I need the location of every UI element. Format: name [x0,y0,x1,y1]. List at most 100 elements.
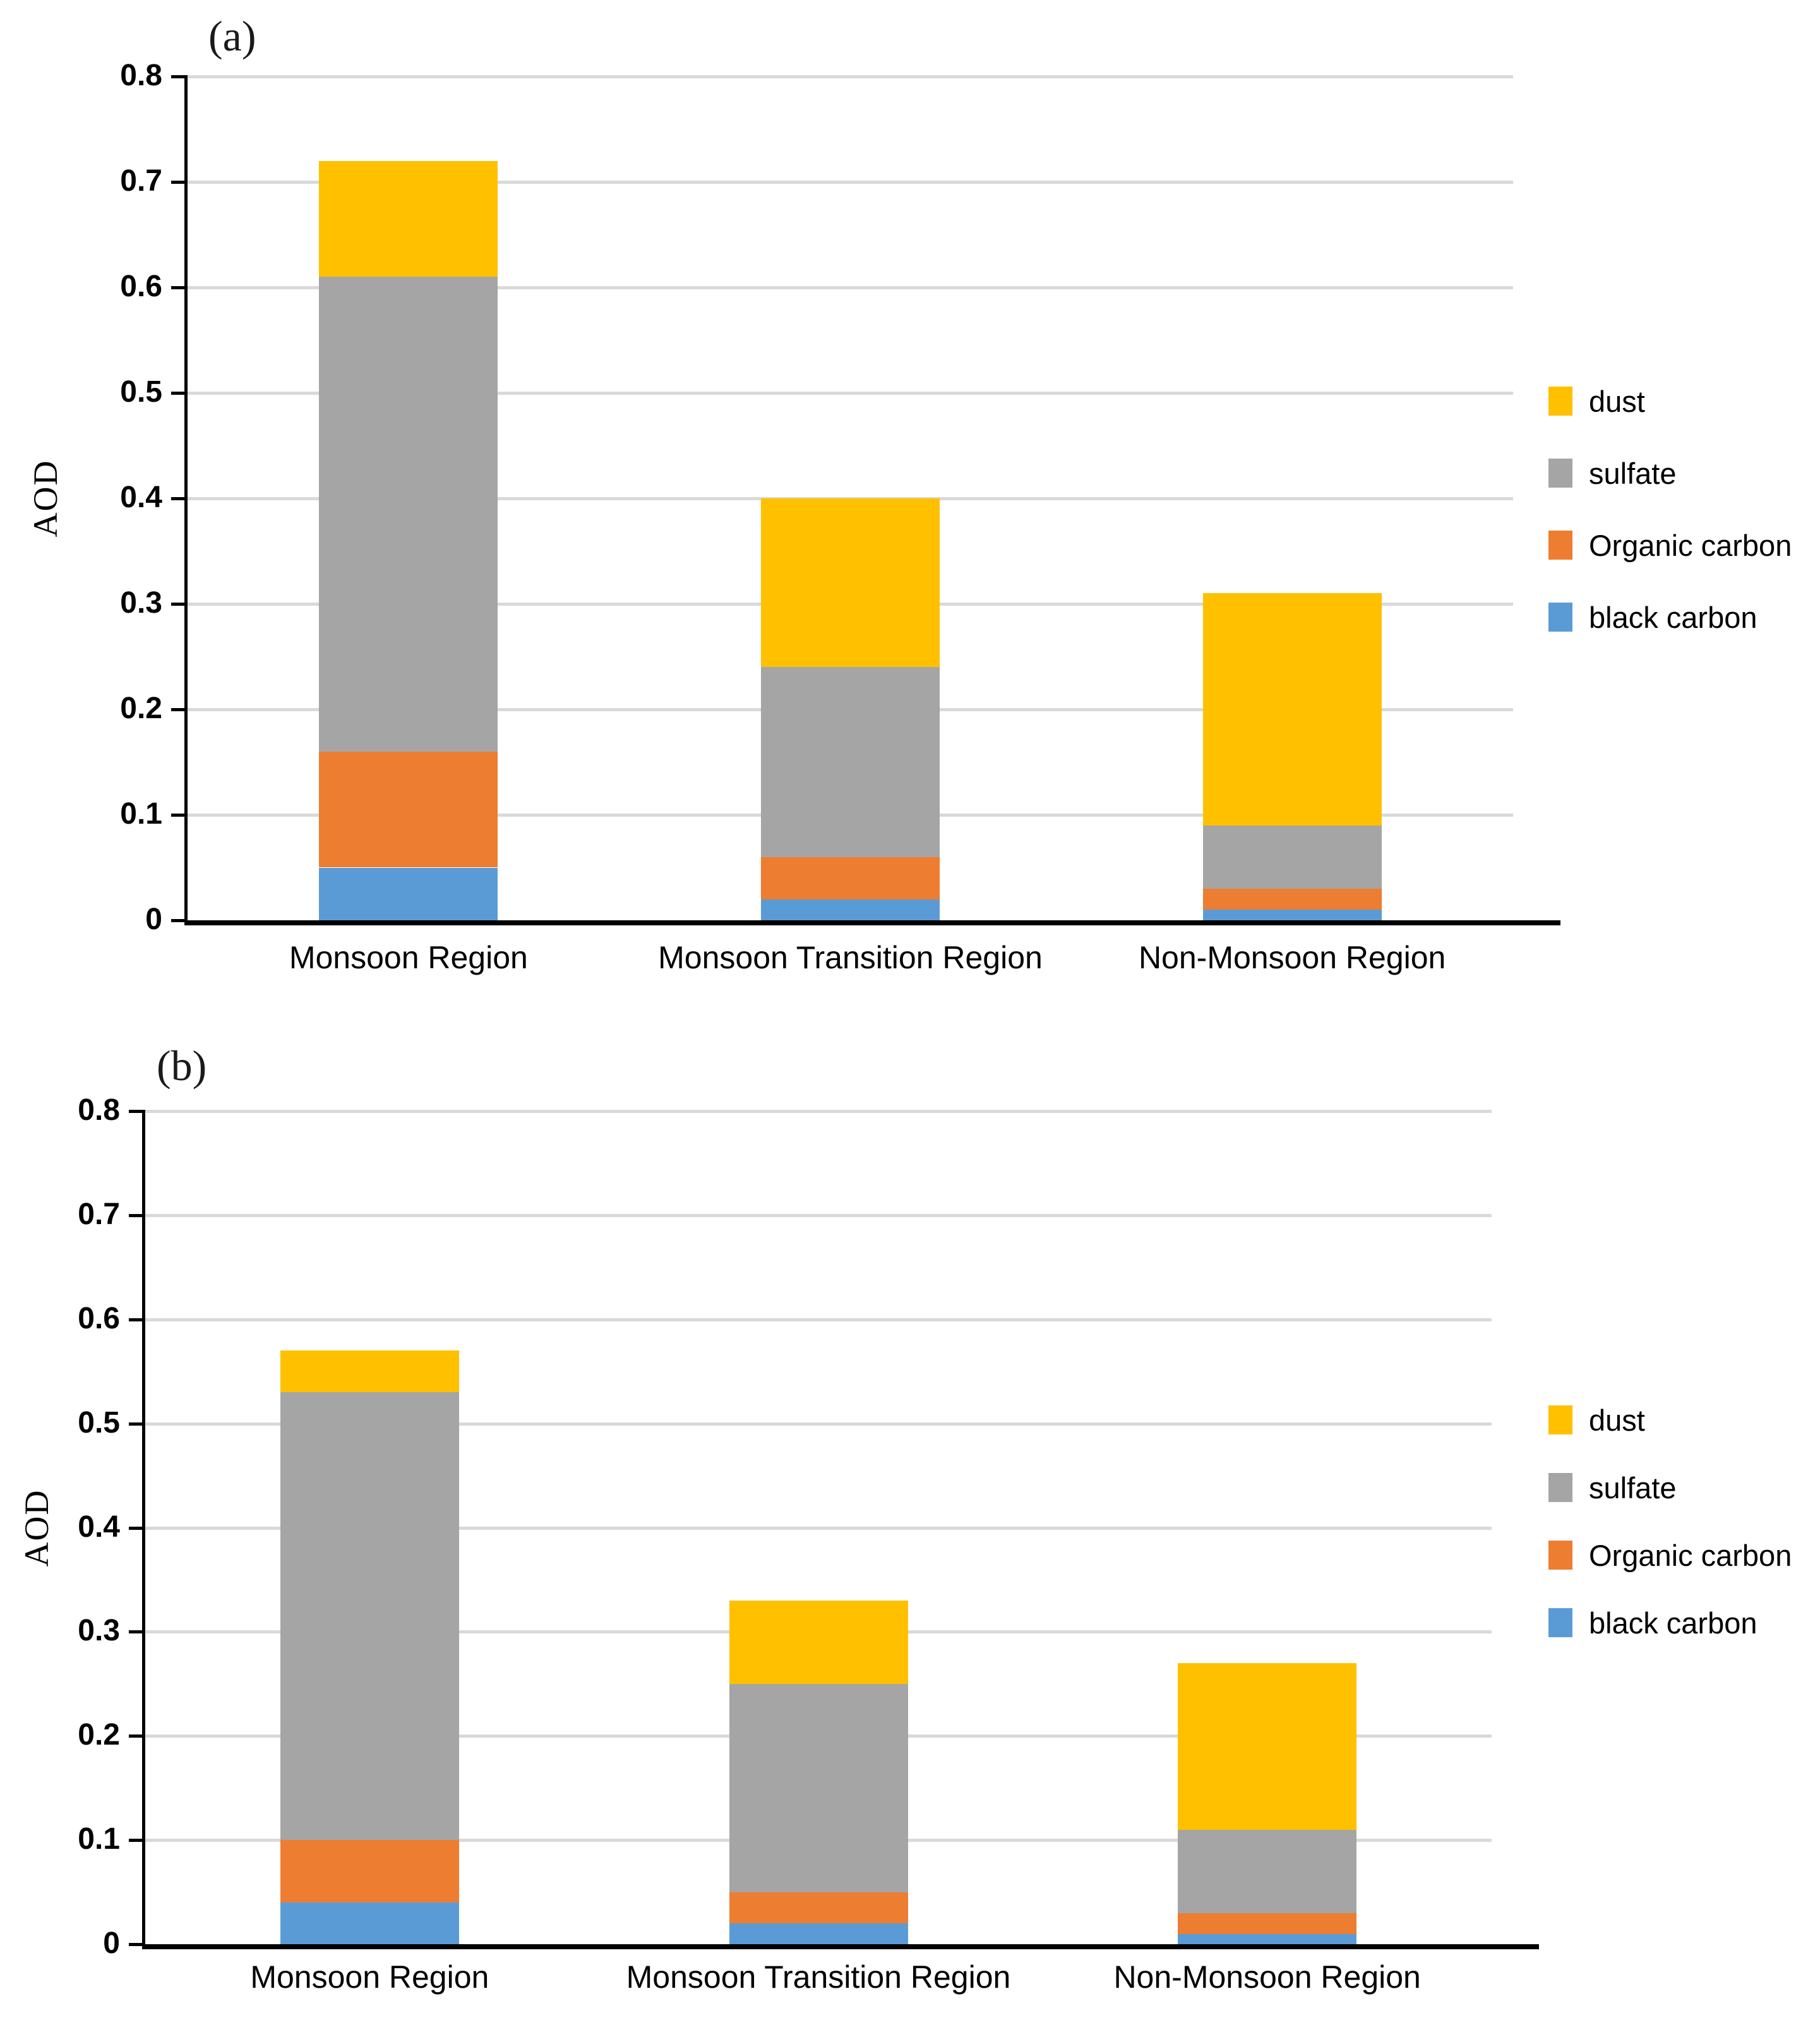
y-axis-tick-label: 0.8 [120,59,162,92]
bar-segment-organic-carbon [1178,1913,1357,1934]
bar-segment-organic-carbon [319,751,498,868]
x-axis-category-label: Non-Monsoon Region [1113,1959,1421,1995]
legend-entry: black carbon [1548,1604,1757,1642]
y-axis-tick-label: 0.6 [78,1301,120,1335]
gridline [188,75,1513,78]
y-axis-tick-label: 0.3 [120,586,162,620]
bar-segment-dust [280,1350,459,1393]
legend-entry: dust [1548,1401,1645,1439]
y-axis-title: AOD [18,1489,56,1566]
legend-label: sulfate [1589,456,1677,490]
x-axis-line [184,920,1560,925]
legend-label: black carbon [1589,600,1757,634]
gridline [188,286,1513,289]
panel-label: (b) [157,1042,207,1090]
y-axis-tick-label: 0 [103,1927,120,1960]
bar-segment-sulfate [319,277,498,752]
legend-swatch-organic-carbon [1548,531,1572,560]
legend-swatch-black-carbon [1548,1608,1572,1637]
y-axis-line [142,1111,145,1947]
y-axis-tick-label: 0.1 [120,797,162,831]
legend-swatch-organic-carbon [1548,1541,1572,1570]
y-axis-tick [129,1630,145,1634]
y-axis-tick [129,1110,145,1113]
y-axis-tick [129,1943,145,1946]
x-axis-category-label: Non-Monsoon Region [1138,940,1446,975]
y-axis-tick [171,75,188,78]
y-axis-tick [171,181,188,184]
gridline [188,392,1513,395]
legend-entry: Organic carbon [1548,1536,1792,1574]
legend-entry: sulfate [1548,1469,1676,1506]
y-axis-tick-label: 0.7 [78,1197,120,1231]
bar-segment-black-carbon [1178,1933,1357,1944]
x-axis-category-label: Monsoon Region [250,1959,489,1995]
y-axis-tick [171,497,188,500]
gridline [145,1318,1492,1321]
x-axis-line [142,1944,1539,1949]
y-axis-tick-label: 0.2 [78,1718,120,1752]
y-axis-tick [129,1839,145,1843]
bar-segment-sulfate [761,667,940,857]
legend-label: Organic carbon [1589,528,1792,562]
x-axis-category-label: Monsoon Transition Region [626,1959,1011,1995]
bar-segment-black-carbon [729,1923,908,1944]
y-axis-tick-label: 0.6 [120,270,162,303]
x-axis-category-label: Monsoon Transition Region [658,940,1043,975]
bar-segment-black-carbon [761,899,940,920]
legend-label: dust [1589,384,1645,418]
y-axis-title: AOD [27,459,64,538]
y-axis-tick [129,1318,145,1321]
y-axis-tick-label: 0.1 [78,1822,120,1856]
panel-label: (a) [208,12,256,60]
y-axis-tick [171,392,188,395]
y-axis-tick-label: 0.7 [120,164,162,198]
legend-swatch-black-carbon [1548,603,1572,632]
legend-label: sulfate [1589,1470,1677,1505]
bar-segment-black-carbon [1202,910,1382,920]
bar-segment-dust [761,498,940,668]
chart-panel-a: 0.8 0.7 0.6 0.5 0.4 0.3 0.2 0.1 0 Monsoon Region M… [27,12,1792,975]
legend-entry: Organic carbon [1548,526,1792,564]
bar-segment-organic-carbon [1202,888,1382,910]
bar-segment-organic-carbon [761,857,940,899]
bar-segment-sulfate [280,1392,459,1841]
legend-label: black carbon [1589,1606,1757,1640]
y-axis-tick-label: 0.4 [78,1510,120,1544]
y-axis-tick-label: 0.5 [120,375,162,409]
gridline [145,1110,1492,1113]
y-axis-tick [171,814,188,817]
legend-swatch-dust [1548,387,1572,416]
y-axis-tick [129,1213,145,1217]
bar-segment-organic-carbon [729,1892,908,1924]
gridline [145,1213,1492,1217]
legend-label: Organic carbon [1589,1538,1792,1572]
y-axis-tick-label: 0.8 [78,1093,120,1127]
y-axis-tick [129,1526,145,1530]
y-axis-tick [171,603,188,606]
bar-segment-dust [1202,593,1382,826]
bar-segment-black-carbon [319,867,498,920]
y-axis-tick [171,286,188,289]
bar-segment-organic-carbon [280,1840,459,1903]
y-axis-tick-label: 0.3 [78,1614,120,1648]
bar-segment-dust [729,1600,908,1684]
legend-entry: sulfate [1548,454,1676,492]
y-axis-tick [129,1422,145,1426]
gridline [145,1526,1492,1530]
gridline [145,1422,1492,1426]
bar-segment-dust [1178,1662,1357,1830]
legend-swatch-sulfate [1548,459,1572,488]
bar-segment-dust [319,160,498,277]
y-axis-tick [129,1734,145,1738]
legend-swatch-sulfate [1548,1473,1572,1502]
y-axis-tick-label: 0.5 [78,1405,120,1440]
legend-label: dust [1589,1403,1645,1437]
legend-entry: black carbon [1548,598,1757,636]
bar-segment-sulfate [729,1683,908,1892]
legend-entry: dust [1548,382,1645,420]
chart-panel-b: 0.8 0.7 0.6 0.5 0.4 0.3 0.2 0.1 0 Monsoon Region M… [0,1023,1820,2032]
y-axis-tick-label: 0.4 [120,481,162,514]
bar-segment-sulfate [1202,825,1382,889]
